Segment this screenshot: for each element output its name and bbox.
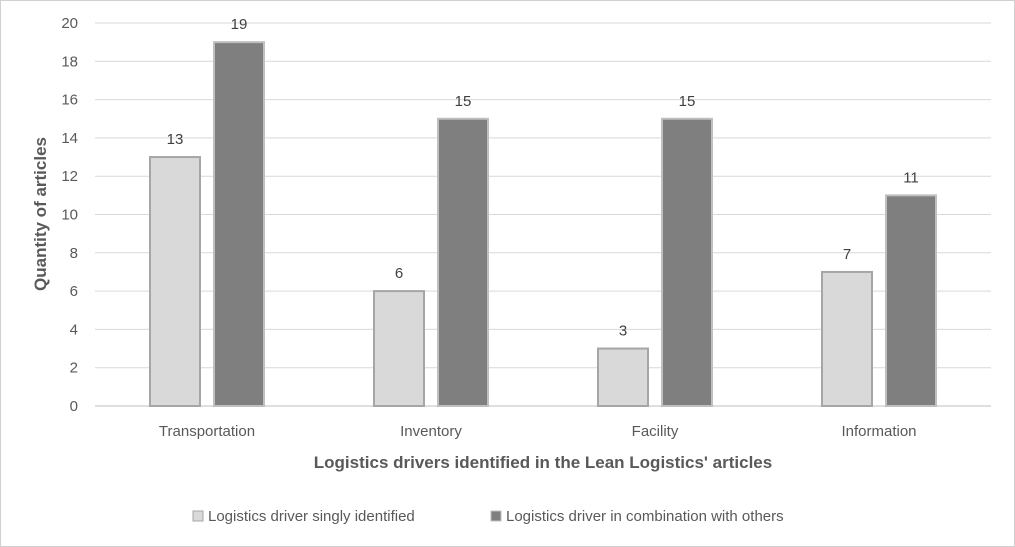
x-tick-label: Facility <box>632 423 679 440</box>
y-tick-label: 20 <box>61 15 78 32</box>
legend-label: Logistics driver in combination with oth… <box>506 508 784 525</box>
x-tick-label: Information <box>841 423 916 440</box>
y-tick-label: 14 <box>61 130 78 147</box>
bars <box>149 41 937 408</box>
bar-facility-series-2 <box>661 117 713 407</box>
x-tick-label: Transportation <box>159 423 255 440</box>
data-label: 19 <box>231 16 248 33</box>
y-axis-ticks: 0 2 4 6 8 10 12 14 16 18 20 <box>61 15 78 415</box>
data-label: 7 <box>843 246 851 263</box>
y-tick-label: 0 <box>70 398 78 415</box>
x-axis-title: Logistics drivers identified in the Lean… <box>314 453 772 472</box>
data-label: 13 <box>167 131 184 148</box>
legend-swatch <box>490 510 502 522</box>
data-label: 15 <box>455 93 472 110</box>
data-labels: 13 19 6 15 3 15 7 11 <box>167 16 919 339</box>
data-label: 3 <box>619 323 627 340</box>
bar-facility-series-1 <box>597 347 649 407</box>
data-label: 15 <box>679 93 696 110</box>
y-tick-label: 6 <box>70 283 78 300</box>
y-tick-label: 4 <box>70 321 78 338</box>
legend-label: Logistics driver singly identified <box>208 508 415 525</box>
x-axis-ticks: Transportation Inventory Facility Informati… <box>159 423 917 440</box>
y-tick-label: 8 <box>70 245 78 262</box>
y-tick-label: 18 <box>61 53 78 70</box>
y-axis-title: Quantity of articles <box>31 137 50 291</box>
bar-inventory-series-2 <box>437 117 489 407</box>
data-label: 11 <box>903 169 919 186</box>
y-tick-label: 16 <box>61 92 78 109</box>
x-tick-label: Inventory <box>400 423 462 440</box>
bar-information-series-2 <box>885 194 937 407</box>
bar-transportation-series-1 <box>149 156 201 407</box>
legend: Logistics driver singly identified Logist… <box>192 508 784 525</box>
bar-information-series-1 <box>821 270 873 408</box>
y-tick-label: 10 <box>61 207 78 224</box>
y-tick-label: 2 <box>70 360 78 377</box>
bar-inventory-series-1 <box>373 290 425 408</box>
y-tick-label: 12 <box>61 168 78 185</box>
legend-swatch <box>192 510 204 522</box>
data-label: 6 <box>395 265 403 282</box>
bar-transportation-series-2 <box>213 41 265 408</box>
